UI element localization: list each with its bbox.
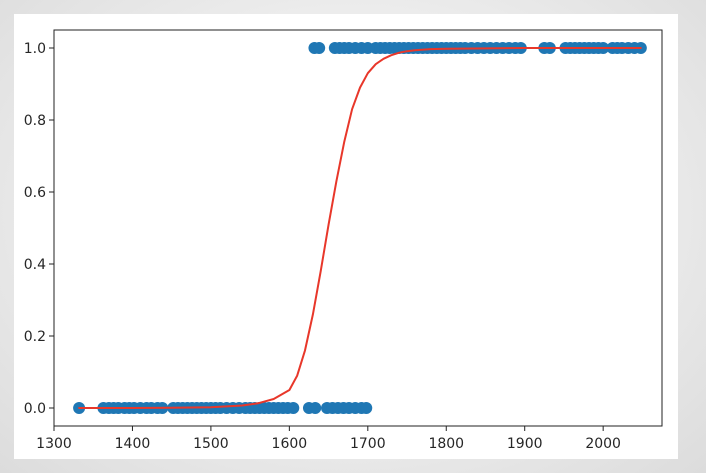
x-tick-label: 1400 <box>115 436 151 452</box>
chart-figure: 0.0 0.2 0.4 0.6 0.8 1.0 1300 1400 1500 1600 1700 1… <box>14 14 678 459</box>
y-tick-label: 0.2 <box>24 329 46 345</box>
x-tick-label: 1600 <box>272 436 308 452</box>
y-tick-label: 0.4 <box>24 257 46 273</box>
fitted-curve-group <box>78 47 642 409</box>
x-tick-label: 1500 <box>193 436 229 452</box>
scatter-point <box>360 402 373 414</box>
x-tick-label: 1700 <box>350 436 386 452</box>
y-tick-label: 0.0 <box>24 401 46 417</box>
scatter-point <box>309 402 322 414</box>
y-tick-label: 1.0 <box>24 41 46 57</box>
x-axis-ticks: 1300 1400 1500 1600 1700 1800 1900 2000 <box>36 426 621 452</box>
x-tick-label: 1300 <box>36 436 72 452</box>
axes-frame <box>53 29 663 427</box>
scatter-point <box>287 402 300 414</box>
x-tick-label: 1800 <box>428 436 464 452</box>
x-tick-label: 1900 <box>507 436 543 452</box>
logistic-regression-chart: 0.00.20.40.60.81.0 1300 1400 1500 1600 1700 1… <box>24 29 663 452</box>
scatter-points <box>73 42 647 414</box>
y-axis-ticks: 0.0 0.2 0.4 0.6 0.8 1.0 <box>24 41 54 417</box>
y-tick-label: 0.8 <box>24 113 46 129</box>
logistic-curve <box>78 47 642 409</box>
x-tick-label: 2000 <box>585 436 621 452</box>
scatter-point <box>313 42 326 54</box>
y-tick-label: 0.6 <box>24 185 46 201</box>
